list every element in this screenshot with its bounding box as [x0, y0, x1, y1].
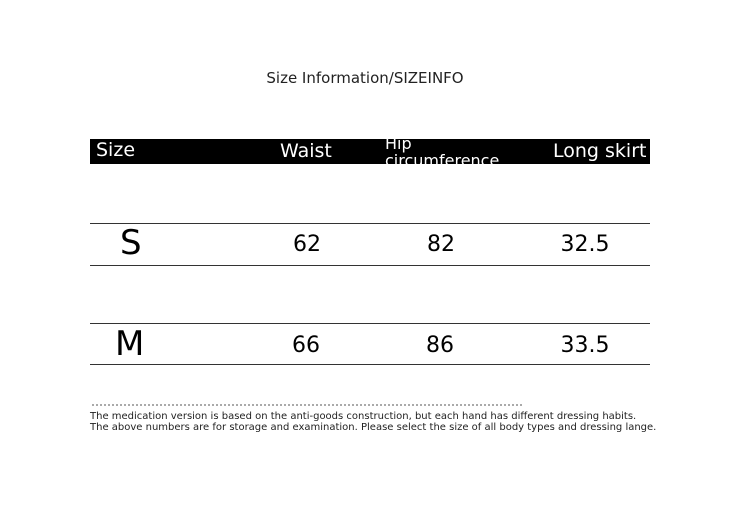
- waist-cell: 62: [293, 232, 321, 257]
- divider: [90, 364, 650, 365]
- hip-cell: 82: [427, 232, 455, 257]
- scribble-artifact: [92, 404, 522, 412]
- length-cell: 32.5: [560, 232, 610, 257]
- note-line-1: The medication version is based on the a…: [90, 411, 637, 422]
- header-length: Long skirt: [553, 140, 647, 162]
- divider: [90, 265, 650, 266]
- header-waist: Waist: [280, 140, 332, 162]
- divider: [90, 323, 650, 324]
- size-cell: M: [115, 324, 145, 364]
- header-hip: Hip circumference: [385, 135, 500, 164]
- size-cell: S: [120, 223, 142, 263]
- divider: [90, 223, 650, 224]
- waist-cell: 66: [292, 333, 320, 358]
- length-cell: 33.5: [560, 333, 610, 358]
- hip-cell: 86: [426, 333, 454, 358]
- page-title: Size Information/SIZEINFO: [266, 69, 464, 87]
- table-header: Size Waist Hip circumference Long skirt: [90, 135, 650, 164]
- note-line-2: The above numbers are for storage and ex…: [90, 422, 657, 433]
- header-size: Size: [96, 139, 136, 161]
